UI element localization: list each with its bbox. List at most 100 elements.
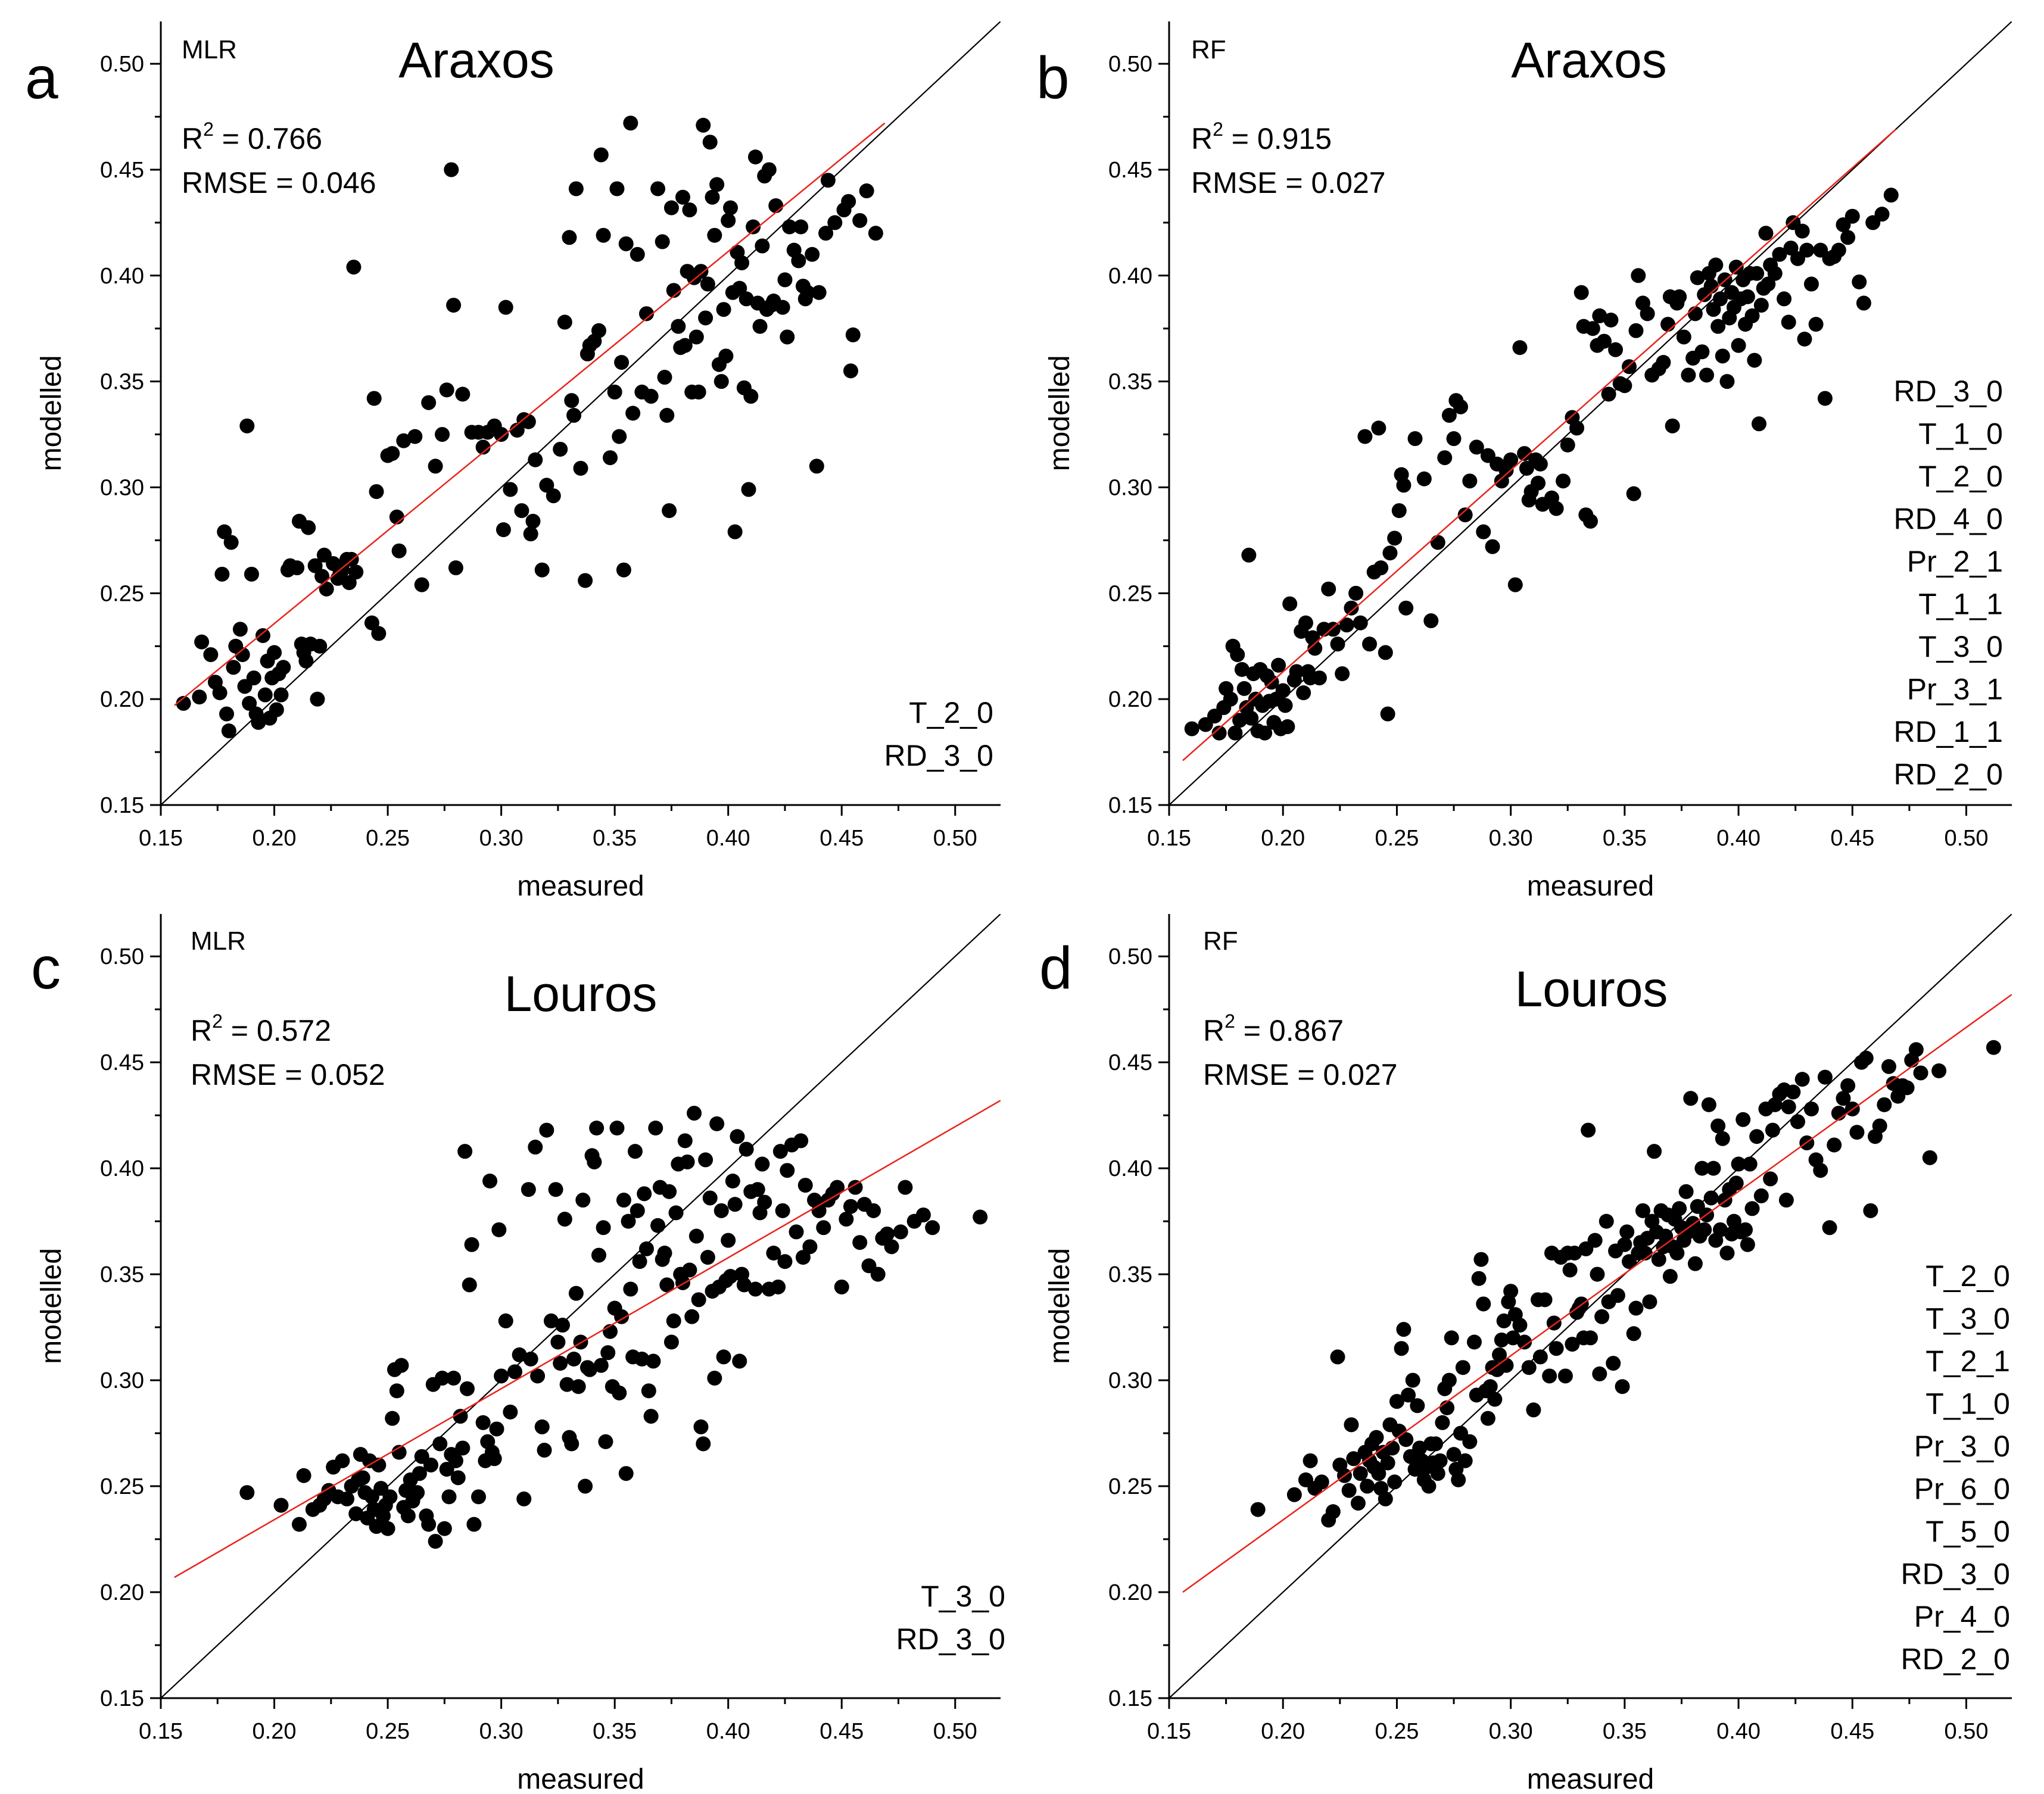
data-point [1883,188,1899,203]
data-point [693,264,709,279]
data-point [1738,1222,1753,1237]
data-point [525,513,541,529]
data-point [746,219,761,235]
data-point [1321,581,1336,597]
data-point [1817,1069,1833,1085]
r2-label: R [1191,122,1213,155]
data-point [630,247,645,262]
data-point [1599,1213,1614,1229]
data-point [1592,1366,1607,1381]
data-point [1232,713,1248,728]
y-tick-label: 0.20 [1108,1580,1152,1605]
r2-annotation: R2 = 0.572 [191,1010,331,1047]
data-point [1457,1453,1473,1468]
data-point [1466,1334,1482,1350]
data-point [818,226,834,241]
x-tick-label: 0.35 [1603,826,1647,851]
data-point [543,1313,559,1328]
r2-superscript: 2 [1213,118,1223,140]
predictor-label: T_2_0 [1925,1259,2010,1293]
data-point [1699,367,1715,383]
data-point [1797,332,1812,347]
data-point [1542,1368,1557,1384]
data-point [659,1277,675,1293]
data-point [1512,340,1528,355]
y-tick-label: 0.20 [100,1580,144,1605]
data-point [503,482,518,497]
data-point [663,1334,679,1350]
predictor-label: Pr_2_1 [1907,545,2003,578]
data-point [1369,1430,1384,1445]
data-point [1335,666,1350,681]
data-point [307,558,323,573]
y-tick-label: 0.50 [100,944,144,969]
data-point [421,395,437,410]
data-point [693,1419,709,1434]
data-point [435,427,450,442]
data-point [1280,719,1295,734]
data-point [1348,585,1364,601]
data-point [466,1517,482,1532]
method-label: RF [1203,926,1238,956]
predictor-label: RD_3_0 [884,739,993,772]
data-point [571,1379,586,1394]
y-tick-label: 0.45 [1108,1050,1152,1075]
data-point [462,1277,477,1293]
x-tick-label: 0.45 [1830,1719,1874,1744]
data-point [621,1213,636,1229]
data-point [355,1470,370,1486]
data-point [1303,1453,1318,1468]
data-point [1234,662,1250,677]
panel-letter: b [1036,45,1070,111]
data-point [575,1193,591,1208]
data-point [1487,1391,1503,1407]
data-point [716,1349,731,1365]
data-point [687,1106,702,1121]
data-point [1407,431,1423,447]
data-point [793,1133,809,1149]
data-point [1346,1451,1361,1467]
data-point [607,384,622,400]
y-tick-label: 0.35 [100,1262,144,1287]
x-tick-label: 0.35 [1603,1719,1647,1744]
data-point [775,1203,790,1218]
data-point [273,1497,289,1513]
data-point [341,575,357,591]
data-point [1473,1252,1489,1267]
r2-value: = 0.867 [1235,1014,1344,1047]
predictor-label: RD_2_0 [1901,1643,2010,1676]
data-point [1569,420,1585,436]
y-tick-label: 0.15 [1108,1686,1152,1711]
data-point [1772,247,1787,262]
data-point [1360,1478,1375,1494]
data-point [394,1358,409,1373]
data-point [1562,1262,1578,1278]
data-point [1548,501,1564,516]
data-point [1223,691,1238,707]
data-point [755,238,770,254]
x-tick-label: 0.45 [820,1719,864,1744]
data-point [176,695,191,711]
y-axis-label: modelled [1044,1248,1076,1364]
data-point [1672,289,1687,304]
data-point [1382,545,1398,561]
rmse-annotation: RMSE = 0.052 [191,1058,385,1091]
data-point [893,1224,908,1240]
data-point [741,482,756,497]
data-point [713,374,729,389]
data-point [296,1468,311,1483]
predictor-label: T_2_1 [1925,1344,2010,1378]
data-point [1389,1394,1404,1409]
data-point [534,1419,550,1434]
data-point [1765,1122,1780,1138]
x-tick-label: 0.30 [479,1719,524,1744]
data-point [371,626,387,641]
data-point [655,234,670,249]
data-point [1353,615,1368,631]
data-point [1391,503,1407,519]
data-point [1507,577,1523,592]
data-point [1703,1190,1719,1206]
data-point [688,1228,704,1244]
data-point [852,1235,868,1250]
fit-line [174,122,886,706]
